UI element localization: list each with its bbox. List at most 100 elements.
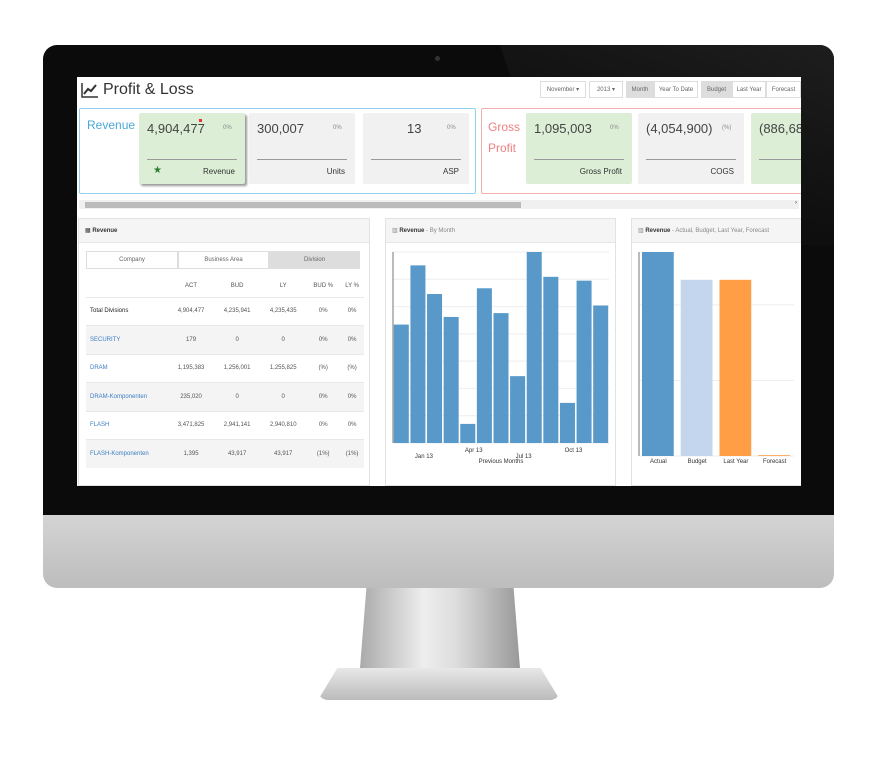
bar: [460, 423, 476, 443]
kpi-pct: 0%: [610, 125, 619, 131]
year-select[interactable]: 2013 ▾: [589, 81, 623, 98]
cell: 0%: [340, 296, 364, 326]
year-to-date-button[interactable]: Year To Date: [654, 81, 698, 98]
bar: [719, 279, 752, 456]
table-row: FLASH-Komponenten 1,395 43,917 43,917 (1%) (1…: [86, 439, 364, 468]
scroll-right-arrow[interactable]: ›: [795, 200, 797, 206]
kpi-value: (886,68: [759, 121, 801, 136]
panel-header: ▥ Revenue - Actual, Budget, Last Year, F…: [632, 219, 801, 243]
tab-company[interactable]: Company: [86, 251, 178, 269]
x-tick-label: Actual: [650, 459, 667, 465]
star-icon: ★: [153, 165, 162, 176]
table-row: DRAM-Komponenten 235,020 0 0 0% 0%: [86, 382, 364, 411]
cell: (1%): [306, 439, 341, 468]
horizontal-scrollbar[interactable]: ›: [79, 200, 799, 209]
cell: 0%: [340, 325, 364, 354]
cell: 1,195,383: [168, 353, 215, 383]
kpi-value: 1,095,003: [534, 121, 592, 136]
cell: 0%: [306, 296, 341, 326]
cell: 2,940,810: [260, 410, 307, 440]
budget-button[interactable]: Budget: [701, 81, 732, 98]
revenue-comparison-panel: ▥ Revenue - Actual, Budget, Last Year, F…: [631, 218, 801, 486]
row-label: Total Divisions: [86, 296, 168, 326]
table-icon: ▦: [85, 228, 91, 234]
bar: [526, 252, 542, 443]
kpi-label: Gross Profit: [579, 167, 622, 176]
cell: 4,904,477: [168, 296, 215, 326]
cell: 179: [168, 325, 215, 354]
revenue-table: ACT BUD LY BUD % LY % Total Divisions 4,904,47…: [86, 275, 364, 468]
kpi-tile-gross-profit[interactable]: 1,095,003 0% Gross Profit: [526, 113, 632, 184]
bar: [680, 279, 713, 456]
row-label[interactable]: DRAM-Komponenten: [86, 382, 168, 411]
cell: 0%: [306, 325, 341, 354]
table-row: SECURITY 179 0 0 0% 0%: [86, 325, 364, 354]
cell: 4,235,941: [214, 296, 261, 326]
cell: 3,471,825: [168, 410, 215, 440]
kpi-tile-cogs[interactable]: (4,054,900) (%) COGS: [638, 113, 744, 184]
table-row: FLASH 3,471,825 2,941,141 2,940,810 0% 0%: [86, 410, 364, 440]
tab-business-area[interactable]: Business Area: [178, 251, 269, 269]
x-tick-label: Apr 13: [465, 448, 483, 454]
month-button[interactable]: Month: [626, 81, 654, 98]
cell: 4,235,435: [260, 296, 307, 326]
kpi-label: Revenue: [202, 167, 235, 176]
cell: 0: [214, 382, 261, 411]
bar: [393, 324, 409, 443]
cell: 0: [260, 382, 307, 411]
cell: 1,256,001: [214, 353, 261, 383]
column-header: BUD: [230, 282, 244, 289]
kpi-value: (4,054,900): [646, 121, 713, 136]
cell: 235,020: [168, 382, 215, 411]
cell: 0: [260, 325, 307, 354]
forecast-button[interactable]: Forecast: [766, 81, 801, 98]
table-row: Total Divisions 4,904,477 4,235,941 4,235,4…: [86, 296, 364, 326]
kpi-pct: 0%: [223, 125, 232, 131]
bar: [576, 280, 592, 443]
bar: [593, 305, 609, 443]
row-label[interactable]: FLASH: [86, 410, 168, 440]
kpi-label: ASP: [442, 167, 459, 176]
kpi-pct: 0%: [333, 125, 342, 131]
gross-profit-kpi-group: Gross Profit: [481, 108, 801, 194]
bar: [543, 276, 559, 443]
cell: 0%: [340, 410, 364, 440]
cell: 2,941,141: [214, 410, 261, 440]
row-label[interactable]: DRAM: [86, 353, 168, 383]
tab-division[interactable]: Division: [269, 251, 360, 269]
page-title: Profit & Loss: [81, 81, 194, 99]
group-title: Gross Profit: [488, 120, 521, 155]
x-axis-label: Previous Months: [479, 459, 524, 465]
scrollbar-thumb[interactable]: [85, 202, 521, 208]
kpi-value: 13: [407, 121, 422, 136]
kpi-pct: (%): [722, 125, 732, 131]
bar: [476, 288, 492, 443]
cell: 1,395: [168, 439, 215, 468]
cell: 43,917: [260, 439, 307, 468]
column-header: BUD %: [313, 282, 334, 289]
x-tick-label: Oct 13: [565, 448, 583, 454]
row-label[interactable]: SECURITY: [86, 325, 168, 354]
dashboard-screen: Profit & Loss November ▾ 2013 ▾ Month Ye…: [77, 77, 801, 486]
cell: (%): [340, 353, 364, 383]
bar: [642, 252, 674, 456]
kpi-tile-revenue[interactable]: 4,904,477 0% ★ Revenue: [139, 113, 245, 184]
row-label[interactable]: FLASH-Komponenten: [86, 439, 168, 468]
kpi-tile-units[interactable]: 300,007 0% Units: [249, 113, 355, 184]
cell: 1,255,825: [260, 353, 307, 383]
table-row: DRAM 1,195,383 1,256,001 1,255,825 (%) (%): [86, 353, 364, 383]
kpi-value: 4,904,477: [147, 121, 205, 136]
bar: [493, 313, 509, 443]
month-select[interactable]: November ▾: [540, 81, 586, 98]
group-title: Revenue: [87, 118, 136, 132]
monitor-stand: [360, 588, 520, 668]
column-header: [86, 275, 168, 297]
last-year-button[interactable]: Last Year: [732, 81, 766, 98]
x-tick-label: Forecast: [763, 459, 787, 465]
x-tick-label: Last Year: [723, 459, 748, 465]
kpi-tile-asp[interactable]: 13 0% ASP: [363, 113, 469, 184]
kpi-pct: 0%: [447, 125, 456, 131]
kpi-label: COGS: [710, 167, 734, 176]
camera: [435, 56, 440, 61]
kpi-tile-partial[interactable]: (886,68: [751, 113, 801, 184]
